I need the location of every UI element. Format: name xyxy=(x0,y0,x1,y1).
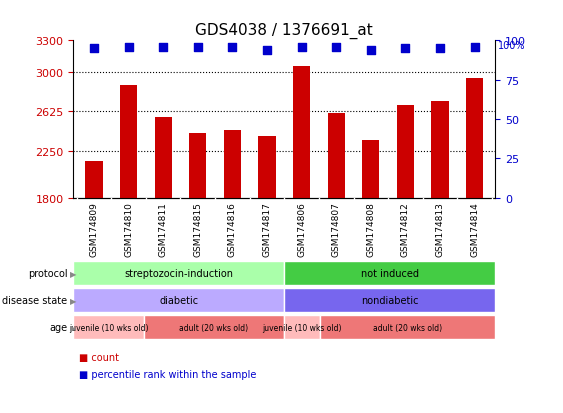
Text: GSM174809: GSM174809 xyxy=(90,202,99,256)
Text: nondiabetic: nondiabetic xyxy=(361,295,419,306)
Bar xyxy=(397,106,414,198)
Bar xyxy=(86,161,102,198)
Text: GSM174806: GSM174806 xyxy=(297,202,306,256)
Text: ▶: ▶ xyxy=(70,323,77,332)
Text: ▶: ▶ xyxy=(70,296,77,305)
Text: GSM174813: GSM174813 xyxy=(436,202,445,256)
Text: GSM174807: GSM174807 xyxy=(332,202,341,256)
Text: juvenile (10 wks old): juvenile (10 wks old) xyxy=(69,323,148,332)
Text: GSM174816: GSM174816 xyxy=(228,202,237,256)
Text: ▶: ▶ xyxy=(70,269,77,278)
FancyBboxPatch shape xyxy=(284,288,495,313)
Bar xyxy=(120,86,137,198)
Bar xyxy=(224,130,241,198)
Bar xyxy=(362,141,379,198)
Point xyxy=(262,47,271,54)
FancyBboxPatch shape xyxy=(73,288,284,313)
Text: not induced: not induced xyxy=(361,268,419,279)
FancyBboxPatch shape xyxy=(320,315,495,339)
FancyBboxPatch shape xyxy=(284,315,320,339)
Text: juvenile (10 wks old): juvenile (10 wks old) xyxy=(262,323,342,332)
Text: age: age xyxy=(50,322,68,332)
Text: GSM174815: GSM174815 xyxy=(193,202,202,256)
Title: GDS4038 / 1376691_at: GDS4038 / 1376691_at xyxy=(195,22,373,38)
Point xyxy=(297,44,306,51)
Text: ■ count: ■ count xyxy=(79,352,119,362)
Text: GSM174814: GSM174814 xyxy=(470,202,479,256)
Point xyxy=(90,46,99,52)
Bar xyxy=(293,66,310,198)
Point xyxy=(401,46,410,52)
Point xyxy=(193,44,202,51)
Text: diabetic: diabetic xyxy=(159,295,198,306)
Bar xyxy=(328,114,345,198)
Point xyxy=(159,44,168,51)
Bar xyxy=(431,102,449,198)
Point xyxy=(124,44,133,51)
Text: ■ percentile rank within the sample: ■ percentile rank within the sample xyxy=(79,369,256,379)
Bar xyxy=(154,118,172,198)
Text: streptozocin-induction: streptozocin-induction xyxy=(124,268,233,279)
Point xyxy=(367,47,376,54)
Text: GSM174810: GSM174810 xyxy=(124,202,133,256)
Point xyxy=(332,44,341,51)
Text: 100%: 100% xyxy=(498,41,526,51)
Text: GSM174808: GSM174808 xyxy=(367,202,376,256)
Text: GSM174812: GSM174812 xyxy=(401,202,410,256)
FancyBboxPatch shape xyxy=(144,315,284,339)
Point xyxy=(228,44,237,51)
Text: GSM174817: GSM174817 xyxy=(262,202,271,256)
Point xyxy=(436,46,445,52)
FancyBboxPatch shape xyxy=(284,261,495,286)
Bar xyxy=(189,133,207,198)
Bar xyxy=(466,79,483,198)
FancyBboxPatch shape xyxy=(73,261,284,286)
Text: protocol: protocol xyxy=(28,268,68,279)
Text: GSM174811: GSM174811 xyxy=(159,202,168,256)
Text: adult (20 wks old): adult (20 wks old) xyxy=(180,323,248,332)
Text: disease state: disease state xyxy=(2,295,68,306)
Point xyxy=(470,44,479,51)
Text: adult (20 wks old): adult (20 wks old) xyxy=(373,323,442,332)
FancyBboxPatch shape xyxy=(73,315,144,339)
Bar xyxy=(258,137,276,198)
